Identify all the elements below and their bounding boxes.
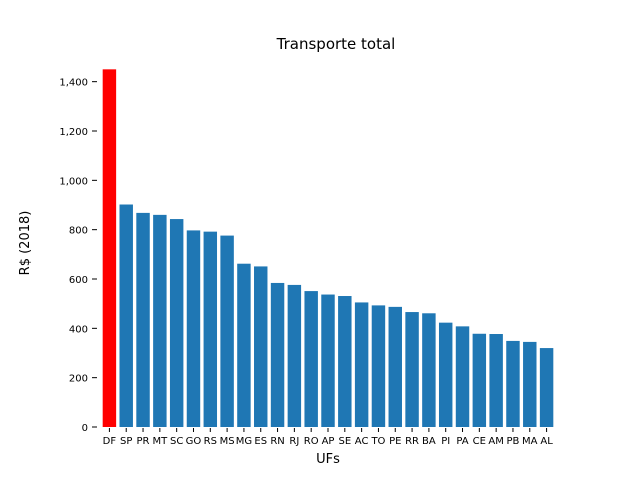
bar-RN: [270, 282, 285, 427]
x-tick-label: PR: [137, 436, 150, 447]
bar-AM: [489, 334, 503, 427]
bar-RO: [304, 291, 318, 427]
x-tick-label: AM: [488, 436, 503, 447]
x-tick-label: RS: [204, 436, 217, 447]
chart-title: Transporte total: [276, 35, 396, 53]
y-tick-label: 200: [69, 374, 88, 385]
x-tick-label: SC: [170, 436, 183, 447]
y-tick-label: 1,200: [59, 127, 88, 138]
x-tick-label: BA: [422, 436, 436, 447]
y-tick-label: 400: [69, 324, 88, 335]
bar-PE: [388, 306, 402, 427]
x-tick-label: TO: [370, 436, 385, 447]
y-tick-label: 1,000: [59, 176, 88, 187]
y-tick-label: 800: [69, 226, 88, 237]
bar-PI: [438, 322, 453, 427]
x-tick-label: AL: [540, 436, 553, 447]
bar-PB: [506, 340, 520, 427]
x-tick-label: AC: [355, 436, 369, 447]
x-tick-label: RR: [405, 436, 419, 447]
x-tick-label: MS: [220, 436, 235, 447]
x-axis-label: UFs: [316, 452, 340, 467]
bar-ES: [254, 266, 268, 427]
x-tick-label: GO: [186, 436, 202, 447]
x-tick-label: RJ: [289, 436, 299, 447]
bar-TO: [371, 305, 386, 427]
bar-MG: [237, 263, 251, 427]
bar-DF: [102, 69, 117, 427]
bar-AL: [539, 348, 554, 427]
bar-SP: [119, 204, 133, 427]
x-tick-label: PE: [389, 436, 401, 447]
bar-RR: [405, 312, 419, 427]
x-tick-label: MT: [152, 436, 168, 447]
bar-BA: [422, 313, 436, 427]
bar-RS: [203, 231, 218, 427]
bar-RJ: [287, 284, 302, 427]
x-tick-label: RN: [270, 436, 284, 447]
bar-MS: [220, 235, 234, 427]
bar-AC: [354, 302, 369, 427]
x-tick-label: ES: [254, 436, 267, 447]
bar-CE: [472, 333, 487, 427]
x-tick-label: CE: [473, 436, 486, 447]
x-tick-label: PB: [507, 436, 520, 447]
x-tick-label: MG: [236, 436, 252, 447]
bar-MT: [153, 214, 167, 427]
x-tick-label: MA: [522, 436, 538, 447]
bar-PA: [455, 326, 470, 427]
y-axis-label: R$ (2018): [18, 211, 33, 276]
bar-PR: [136, 212, 150, 427]
y-tick-label: 0: [82, 423, 88, 434]
bar-GO: [186, 230, 201, 427]
bar-SC: [169, 219, 184, 427]
bars: [102, 69, 554, 427]
x-tick-label: PI: [441, 436, 450, 447]
x-tick-label: SP: [120, 436, 132, 447]
x-tick-label: DF: [103, 436, 117, 447]
bar-MA: [523, 341, 537, 427]
x-tick-label: AP: [322, 436, 335, 447]
x-axis: DF SP PR MT SC GO RS MS MG ES RN RJ RO AP SE AC TO PE RR BA…: [103, 428, 553, 447]
x-tick-label: SE: [338, 436, 351, 447]
x-tick-label: PA: [456, 436, 468, 447]
x-tick-label: RO: [304, 436, 319, 447]
bar-SE: [338, 296, 352, 427]
y-tick-label: 600: [69, 275, 88, 286]
y-tick-label: 1,400: [59, 78, 88, 89]
bar-AP: [321, 294, 335, 427]
y-axis: 0 200 400 600 800 1,000 1,200 1,400: [59, 78, 97, 434]
